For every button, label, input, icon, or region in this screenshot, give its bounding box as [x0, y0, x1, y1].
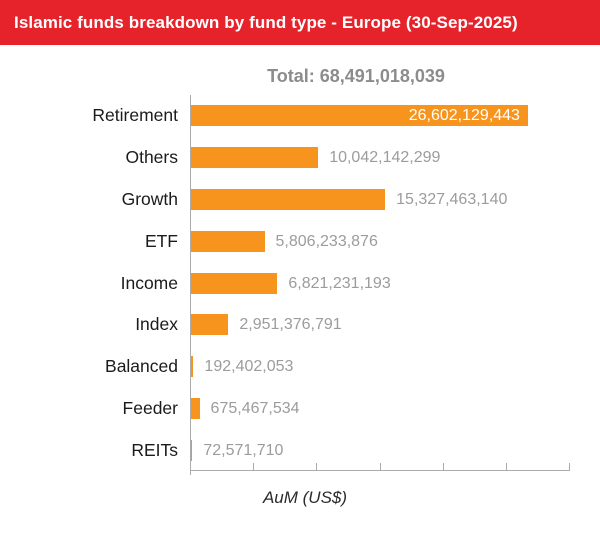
x-axis-tick — [253, 463, 255, 470]
bar-track: 675,467,534 — [191, 397, 571, 419]
bar[interactable] — [191, 439, 193, 461]
value-label: 192,402,053 — [204, 358, 294, 376]
bar-track: 6,821,231,193 — [191, 272, 571, 294]
chart-row: Others 10,042,142,299 — [0, 137, 600, 179]
category-label: Retirement — [92, 105, 178, 126]
category-label: Feeder — [122, 397, 178, 418]
category-label: ETF — [144, 230, 178, 251]
value-label: 72,571,710 — [203, 441, 284, 459]
bar-track: 10,042,142,299 — [191, 147, 571, 169]
chart-row: Income 6,821,231,193 — [0, 262, 600, 304]
x-axis-tick — [379, 463, 381, 470]
page-title: Islamic funds breakdown by fund type - E… — [14, 12, 518, 32]
x-axis-tick — [505, 463, 507, 470]
x-axis-tick — [442, 463, 444, 470]
value-label: 675,467,534 — [210, 399, 300, 417]
header-banner: Islamic funds breakdown by fund type - E… — [0, 0, 600, 45]
category-label: Income — [120, 272, 178, 293]
bar[interactable] — [191, 188, 386, 210]
value-label: 26,602,129,443 — [408, 107, 520, 125]
bar-track: 2,951,376,791 — [191, 314, 571, 336]
bar-track: 72,571,710 — [191, 439, 571, 461]
category-label: Growth — [121, 188, 178, 209]
bar[interactable] — [191, 230, 265, 252]
chart-row: REITs 72,571,710 — [0, 429, 600, 471]
category-label: Index — [135, 314, 178, 335]
bar-track: 192,402,053 — [191, 356, 571, 378]
value-label: 2,951,376,791 — [239, 316, 342, 334]
category-label: REITs — [131, 439, 178, 460]
value-label: 15,327,463,140 — [396, 190, 508, 208]
chart-row: Growth 15,327,463,140 — [0, 179, 600, 221]
value-label: 10,042,142,299 — [329, 149, 441, 167]
x-axis-tick — [316, 463, 318, 470]
chart-row: Retirement 26,602,129,443 — [0, 95, 600, 137]
chart-row: ETF 5,806,233,876 — [0, 220, 600, 262]
chart-total-label: Total: 68,491,018,039 — [267, 66, 445, 86]
bar-track: 15,327,463,140 — [191, 188, 571, 210]
category-label: Others — [125, 147, 178, 168]
bar[interactable] — [191, 397, 200, 419]
plot-area — [190, 95, 570, 475]
bar[interactable] — [191, 314, 229, 336]
bar-track: 26,602,129,443 — [191, 105, 571, 127]
bar[interactable] — [191, 356, 194, 378]
x-axis-tick — [569, 463, 570, 470]
chart-row: Index 2,951,376,791 — [0, 304, 600, 346]
value-label: 6,821,231,193 — [288, 274, 391, 292]
chart-rows: Retirement 26,602,129,443 Others 10,042,142… — [0, 95, 600, 471]
bar-track: 5,806,233,876 — [191, 230, 571, 252]
y-axis-foot-tick — [190, 470, 191, 475]
bar[interactable] — [191, 272, 278, 294]
chart-row: Feeder 675,467,534 — [0, 387, 600, 429]
x-axis-label: AuM (US$) — [262, 488, 348, 507]
bar[interactable] — [191, 147, 319, 169]
chart-row: Balanced 192,402,053 — [0, 346, 600, 388]
category-label: Balanced — [105, 356, 178, 377]
value-label: 5,806,233,876 — [275, 232, 378, 250]
bar[interactable]: 26,602,129,443 — [191, 105, 528, 127]
